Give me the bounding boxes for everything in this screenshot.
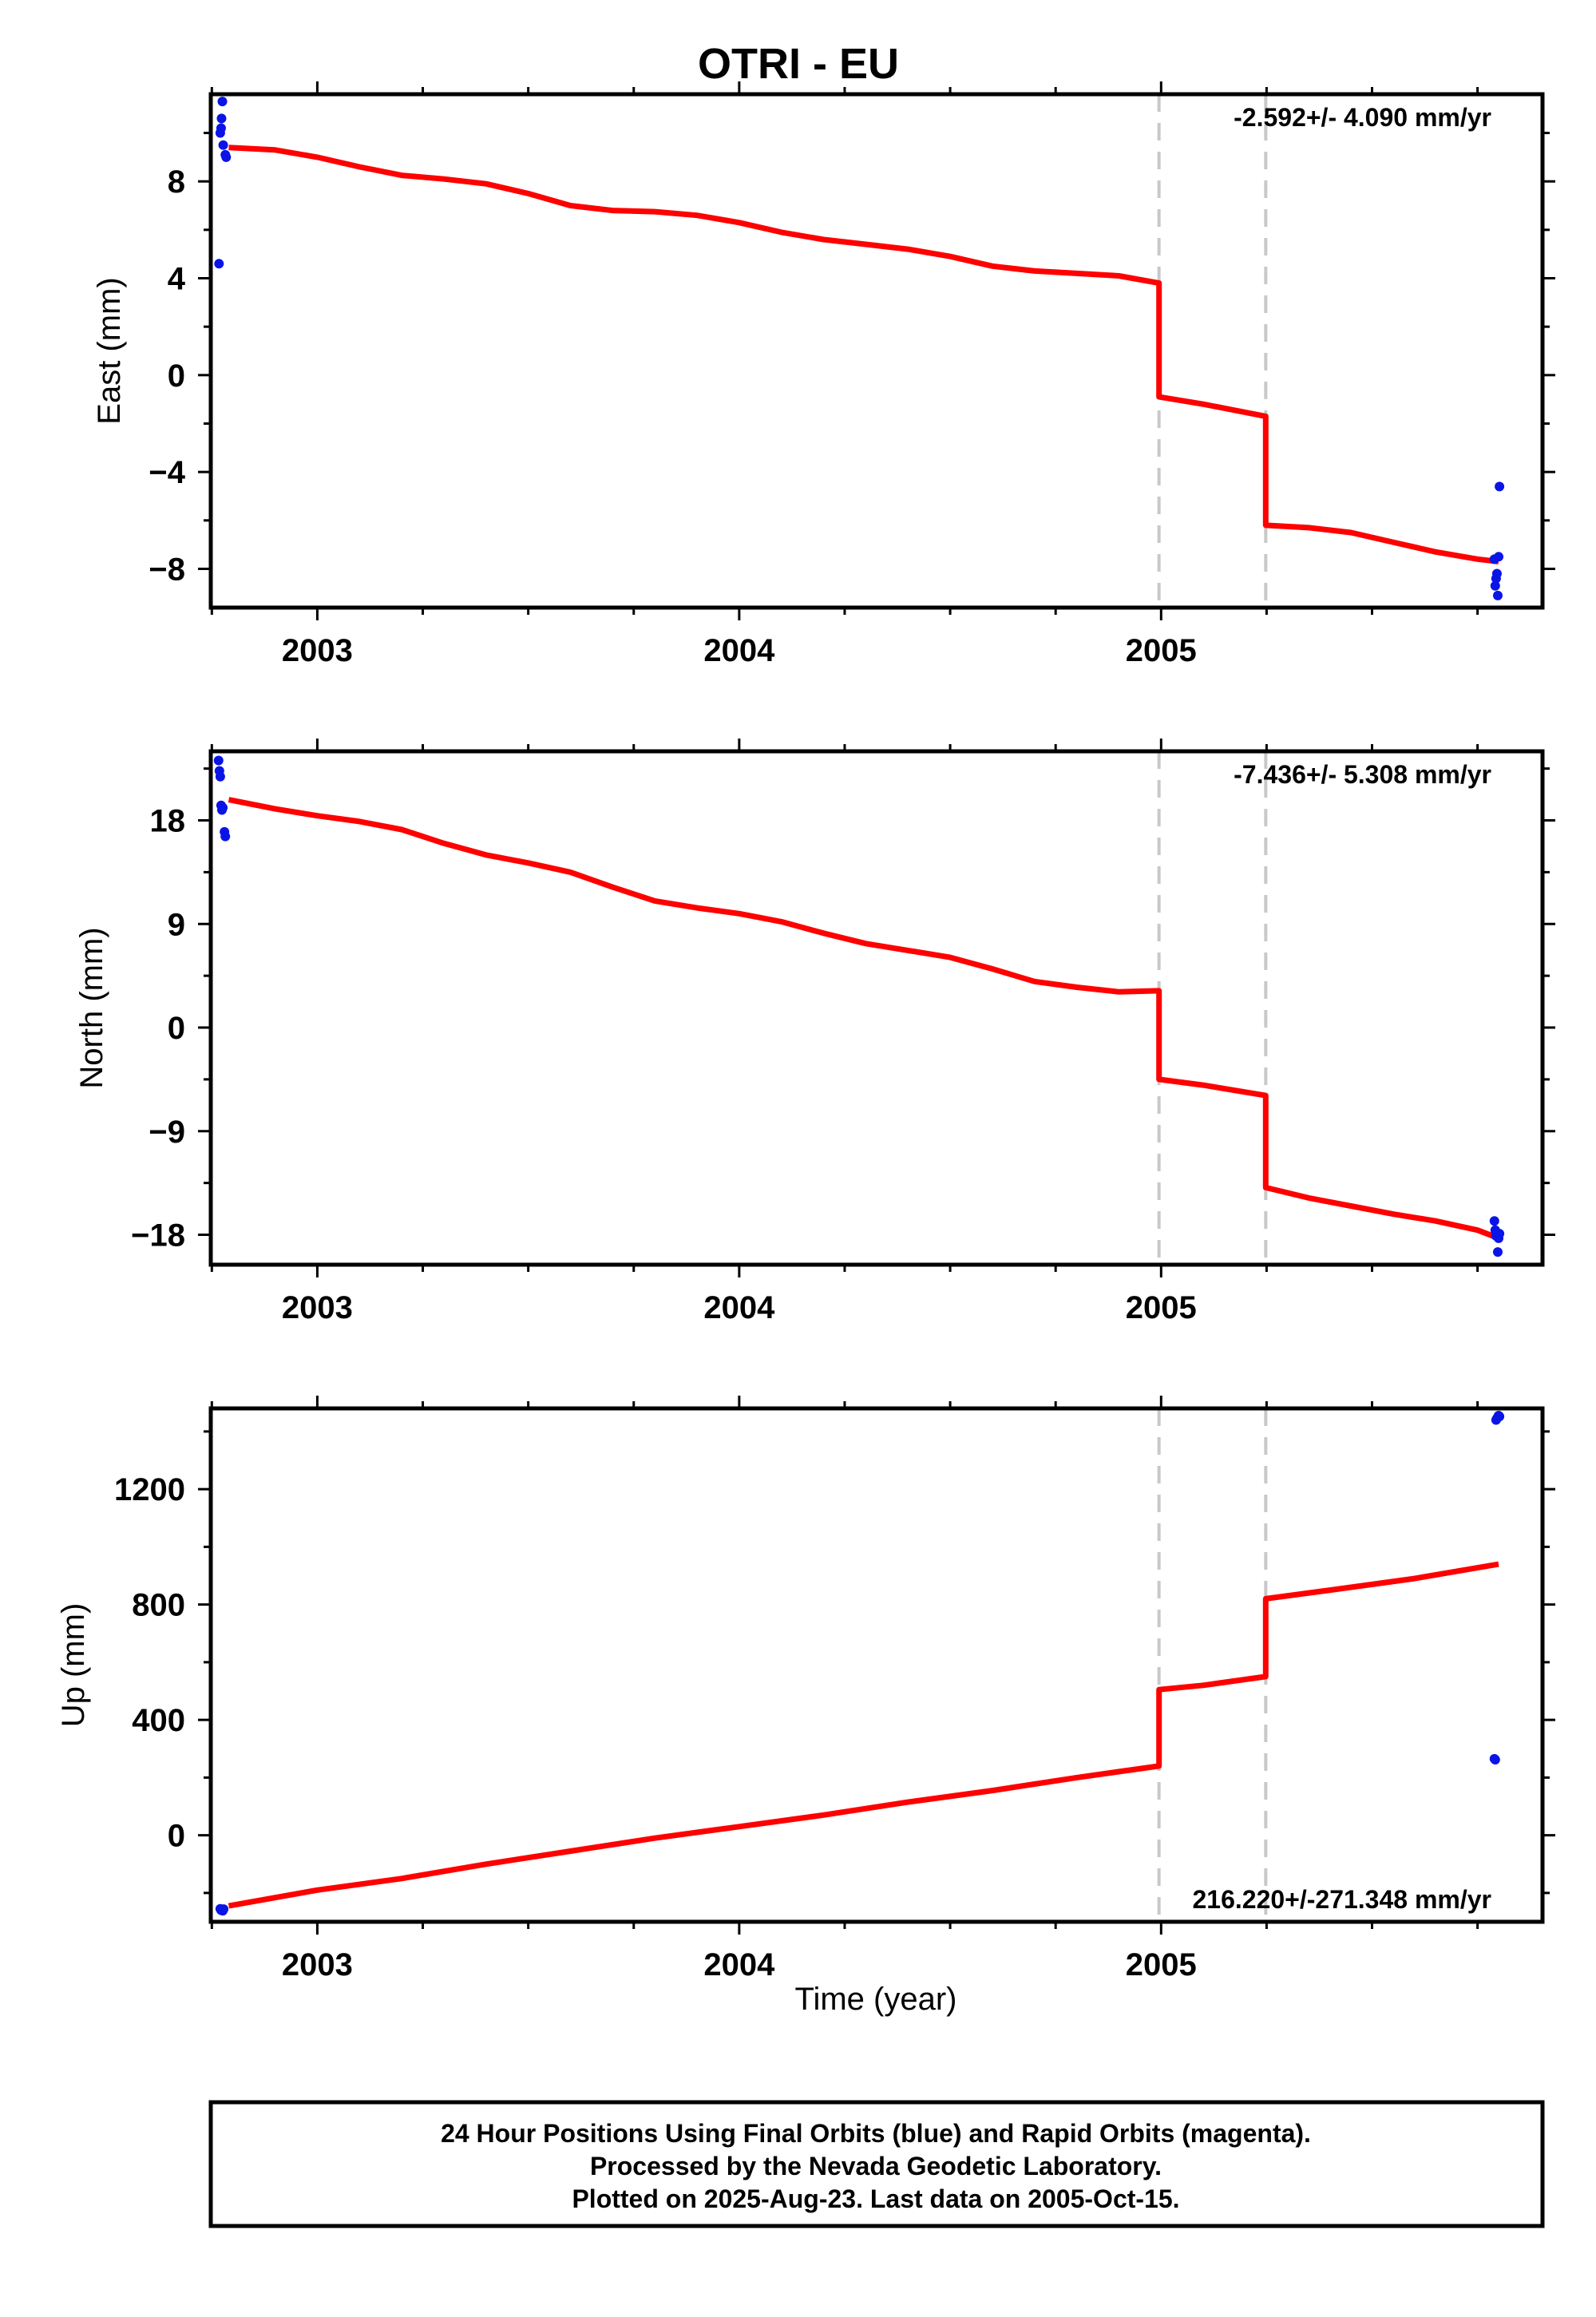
up-data-point [1490, 1754, 1500, 1764]
up-y-tick-label: 400 [132, 1703, 185, 1738]
footer-line-1: 24 Hour Positions Using Final Orbits (bl… [441, 2119, 1311, 2148]
east-y-tick-label: −4 [149, 455, 185, 490]
north-x-tick-label: 2003 [282, 1290, 353, 1325]
north-x-tick-label: 2005 [1126, 1290, 1197, 1325]
north-rate-label: -7.436+/- 5.308 mm/yr [1234, 760, 1491, 789]
north-data-point [220, 831, 231, 842]
east-plot-frame [208, 92, 1545, 610]
up-y-tick-label: 800 [132, 1588, 185, 1623]
north-panel: 2003 2004 2005 −18 −9 0 9 18 North (mm) -7.436+/-… [74, 739, 1555, 1325]
north-data-point [1492, 1247, 1503, 1258]
up-x-tick-label: 2004 [703, 1947, 775, 1982]
east-y-tick-label: 4 [168, 262, 186, 297]
north-y-tick-label: 9 [168, 907, 185, 942]
up-y-tick-label: 0 [168, 1819, 185, 1854]
east-data-point [214, 259, 224, 269]
east-x-tick-label: 2005 [1126, 633, 1197, 668]
footer-box: 24 Hour Positions Using Final Orbits (bl… [208, 2100, 1545, 2228]
up-plot-frame [208, 1406, 1545, 1924]
east-data-point [1491, 568, 1502, 579]
east-y-tick-label: 8 [168, 164, 185, 200]
east-x-tick-label: 2003 [282, 633, 353, 668]
east-model-line [228, 145, 1499, 564]
footer-line-2: Processed by the Nevada Geodetic Laborat… [590, 2152, 1162, 2180]
north-plot-frame [208, 749, 1545, 1267]
east-data-point [218, 140, 228, 150]
east-data-point [221, 152, 232, 162]
up-y-axis-label: Up (mm) [56, 1603, 91, 1728]
up-x-tick-label: 2005 [1126, 1947, 1197, 1982]
east-data-point [217, 97, 228, 107]
north-data-point [215, 771, 225, 782]
north-data-point [1495, 1229, 1505, 1239]
north-y-axis-label: North (mm) [74, 927, 109, 1088]
east-data-point [216, 113, 227, 124]
footer-frame [208, 2100, 1545, 2228]
up-model-line [228, 1561, 1499, 1909]
north-data-point [218, 802, 228, 813]
north-data-point [213, 755, 224, 766]
east-panel: 2003 2004 2005 −8 −4 0 4 8 East (mm) -2.592+/- 4.… [92, 81, 1555, 668]
north-x-tick-label: 2004 [703, 1290, 775, 1325]
north-model-line [228, 797, 1500, 1242]
up-x-tick-label: 2003 [282, 1947, 353, 1982]
east-data-point [1495, 481, 1505, 492]
up-panel: 2003 2004 2005 0 400 800 1200 Up (mm) 216.220+/-… [56, 1396, 1555, 1982]
east-x-tick-label: 2004 [703, 633, 775, 668]
north-y-tick-label: 0 [168, 1011, 185, 1046]
east-y-axis-label: East (mm) [92, 277, 127, 424]
east-y-tick-label: 0 [168, 358, 185, 394]
north-y-tick-label: −9 [149, 1115, 185, 1150]
up-data-point [219, 1904, 229, 1915]
up-rate-label: 216.220+/-271.348 mm/yr [1192, 1885, 1491, 1914]
east-data-point [1490, 580, 1500, 591]
east-y-tick-label: −8 [149, 552, 185, 587]
footer-line-3: Plotted on 2025-Aug-23. Last data on 200… [572, 2184, 1179, 2213]
up-data-point [1495, 1412, 1505, 1422]
east-data-point [1494, 552, 1504, 562]
north-data-point [1489, 1216, 1499, 1226]
east-data-point [216, 123, 226, 133]
up-y-tick-label: 1200 [114, 1472, 185, 1507]
east-rate-label: -2.592+/- 4.090 mm/yr [1234, 103, 1491, 132]
x-axis-label: Time (year) [795, 1982, 957, 2017]
chart-title: OTRI - EU [698, 40, 899, 88]
north-y-tick-label: −18 [131, 1218, 185, 1254]
north-y-tick-label: 18 [150, 804, 186, 839]
east-data-point [1492, 590, 1503, 600]
